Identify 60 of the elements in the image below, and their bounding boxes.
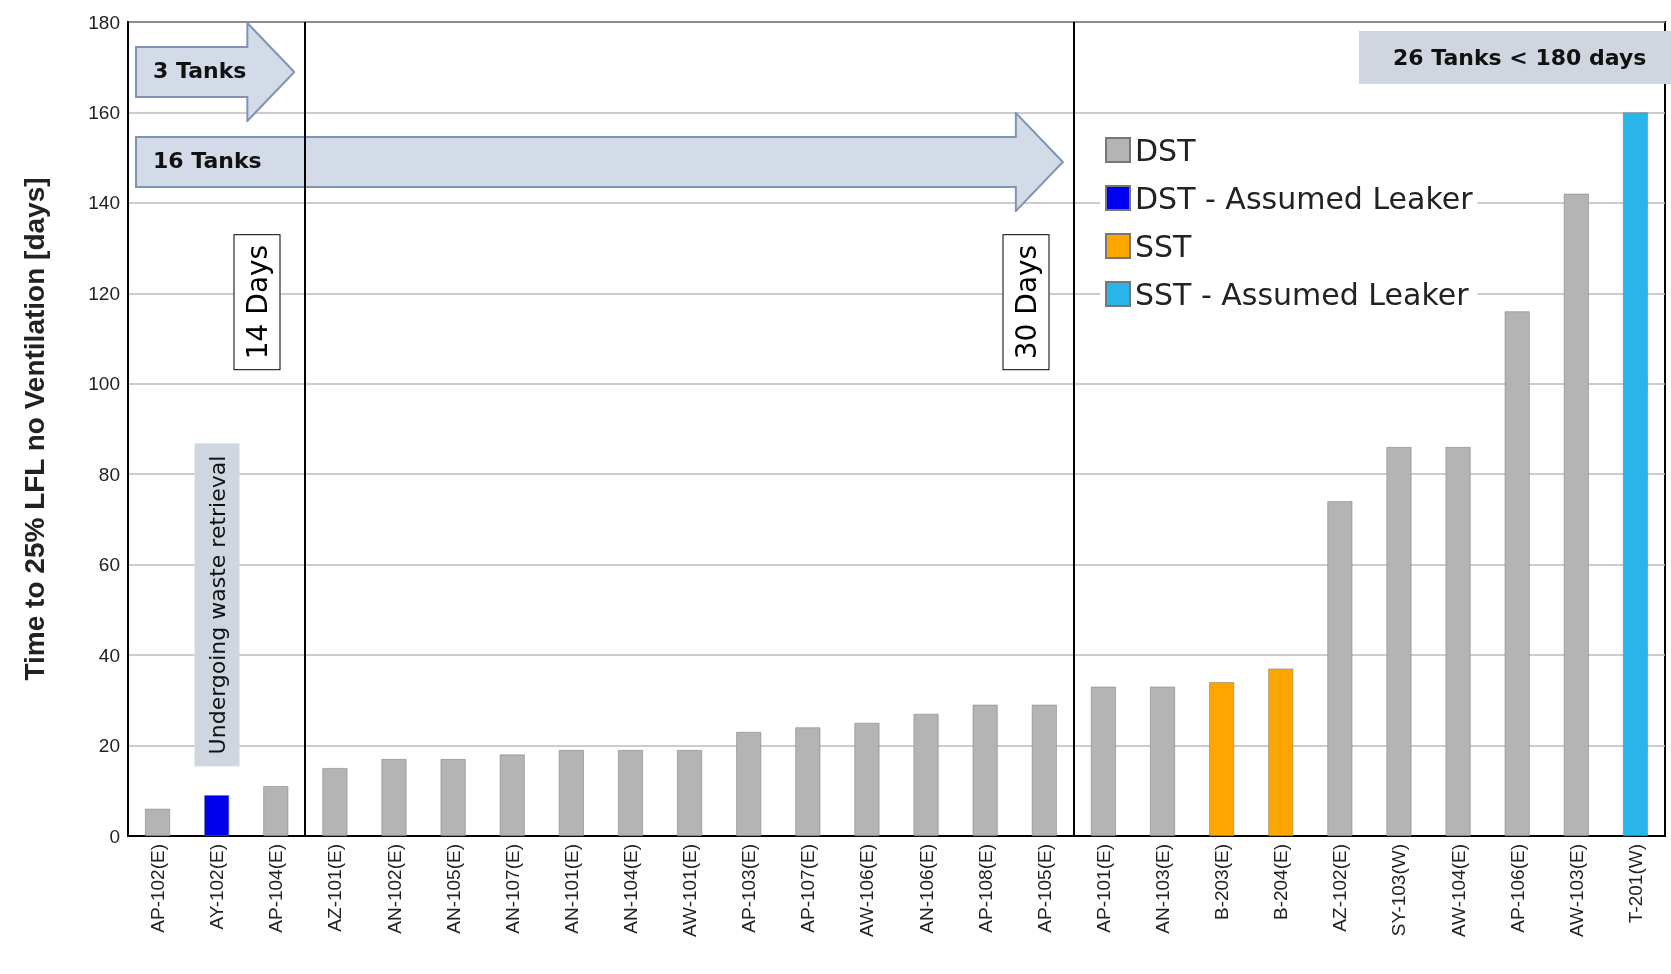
y-tick-label: 60 [98,554,120,576]
x-tick-label: AN-103(E) [1152,844,1174,934]
x-tick-label: AN-104(E) [619,844,641,934]
x-tick-label: AP-103(E) [738,844,760,933]
legend-label: SST [1135,228,1193,264]
x-tick-label: AP-104(E) [265,844,287,933]
x-tick-label: AN-105(E) [442,844,464,934]
y-tick-label: 140 [88,192,120,214]
bar [1209,682,1235,836]
x-tick-label: AN-101(E) [560,844,582,934]
x-tick-label: AW-104(E) [1447,844,1469,937]
x-tick-label: SY-103(W) [1388,844,1410,937]
y-tick-label: 100 [88,373,120,395]
bar [1623,112,1648,836]
legend-label: DST [1135,132,1197,168]
x-tick-label: AZ-101(E) [324,844,346,932]
x-tick-label: AP-106(E) [1506,844,1528,933]
y-tick-label: 20 [98,735,120,757]
x-tick-label: AP-101(E) [1092,844,1114,933]
x-tick-label: AN-106(E) [915,844,937,934]
bar [381,759,407,836]
bar [263,786,289,836]
bar [677,750,703,836]
y-tick-label: 40 [98,644,120,666]
bar [322,768,348,836]
y-tick-label: 80 [98,463,120,485]
x-tick-label: AN-107(E) [501,844,523,934]
y-tick-label: 0 [109,825,120,847]
x-tick-label: AP-102(E) [147,844,169,933]
x-tick-label: AP-108(E) [974,844,996,933]
bar [558,750,584,836]
annotation: 14 Days [233,234,281,371]
annotation: 26 Tanks < 180 days [1392,45,1647,71]
bar [440,759,466,836]
annotation: 16 Tanks [153,148,262,174]
bar [499,754,525,836]
bar [145,808,170,836]
legend-label: DST - Assumed Leaker [1135,180,1474,216]
x-tick-label: T-201(W) [1624,844,1646,924]
x-tick-label: AN-102(E) [383,844,405,934]
x-tick-label: AP-107(E) [797,844,819,933]
x-tick-label: AY-102(E) [206,844,228,930]
y-tick-label: 160 [88,101,120,123]
legend-label: SST - Assumed Leaker [1135,276,1470,312]
x-tick-label: AZ-102(E) [1329,844,1351,932]
annotation: 30 Days [1002,234,1050,371]
annotation: 3 Tanks [153,57,247,83]
x-tick-label: AW-101(E) [679,844,701,937]
annotation: Undergoing waste retrieval [204,455,230,755]
bar [1268,668,1294,836]
x-tick-label: B-204(E) [1270,844,1292,921]
x-tick-label: AP-105(E) [1033,844,1055,933]
y-tick-label: 180 [88,11,120,33]
x-tick-label: AW-103(E) [1565,844,1587,937]
x-tick-label: B-203(E) [1211,844,1233,921]
bar [204,795,230,836]
x-tick-label: AW-106(E) [856,844,878,937]
y-axis-title: Time to 25% LFL no Ventilation [days] [18,177,50,681]
bar [618,750,643,836]
y-tick-label: 120 [88,282,120,304]
